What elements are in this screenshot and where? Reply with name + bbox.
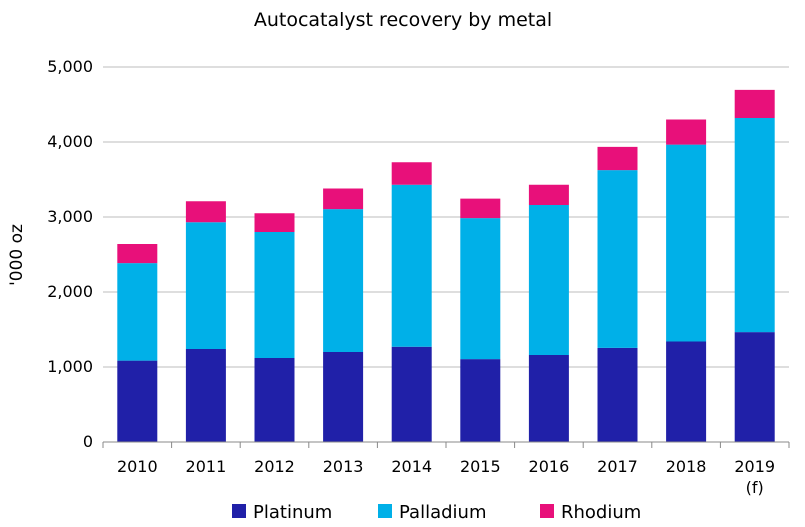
legend-label: Platinum — [253, 502, 332, 523]
legend-item-platinum: Platinum — [232, 502, 332, 523]
chart-title: Autocatalyst recovery by metal — [254, 9, 552, 31]
legend-item-palladium: Palladium — [378, 502, 486, 523]
legend-item-rhodium: Rhodium — [540, 502, 641, 523]
bar-segment-palladium — [597, 170, 638, 348]
bar-segment-platinum — [117, 360, 158, 442]
x-tick-label: 2013 — [323, 457, 364, 476]
bar-segment-platinum — [323, 352, 364, 442]
legend-label: Rhodium — [561, 502, 641, 523]
x-axis-tick-labels: 2010 2011 2012 2013 2014 2015 2016 2017 2018 2019… — [102, 442, 790, 497]
y-tick-label: 1,000 — [47, 357, 93, 376]
bar-segment-platinum — [666, 341, 707, 442]
legend-swatch — [540, 504, 554, 518]
y-axis-title: '000 oz — [7, 224, 27, 286]
x-tick-label: 2012 — [254, 457, 295, 476]
bar-segment-platinum — [185, 349, 226, 442]
bars — [117, 89, 775, 442]
x-tick-label: 2019 (f) — [734, 457, 775, 497]
legend-swatch — [232, 504, 246, 518]
x-tick-label: 2017 — [597, 457, 638, 476]
bar-segment-rhodium — [391, 162, 432, 185]
x-tick-label: 2014 — [391, 457, 432, 476]
bar-segment-palladium — [391, 184, 432, 347]
legend-label: Palladium — [399, 502, 486, 523]
bar-segment-rhodium — [185, 201, 226, 223]
bar-segment-platinum — [597, 347, 638, 442]
bar-segment-platinum — [528, 355, 569, 442]
x-tick-label: 2015 — [460, 457, 501, 476]
x-tick-label: 2010 — [117, 457, 158, 476]
bar-segment-palladium — [528, 205, 569, 355]
bar-segment-rhodium — [323, 188, 364, 210]
bar-segment-platinum — [460, 359, 501, 442]
bar-segment-platinum — [734, 332, 775, 442]
x-tick-label: 2018 — [666, 457, 707, 476]
legend-swatch — [378, 504, 392, 518]
y-tick-label: 4,000 — [47, 132, 93, 151]
bar-segment-palladium — [460, 218, 501, 360]
bar-segment-rhodium — [666, 119, 707, 145]
bar-segment-palladium — [185, 222, 226, 349]
bar-segment-rhodium — [734, 89, 775, 118]
y-tick-label: 3,000 — [47, 207, 93, 226]
bar-segment-rhodium — [528, 184, 569, 205]
bar-segment-rhodium — [597, 146, 638, 171]
bar-segment-platinum — [391, 346, 432, 442]
y-tick-label: 2,000 — [47, 282, 93, 301]
x-tick-label: 2011 — [186, 457, 227, 476]
bar-segment-rhodium — [460, 198, 501, 219]
bar-segment-palladium — [666, 144, 707, 342]
y-axis-tick-labels: 0 1,000 2,000 3,000 4,000 5,000 — [47, 57, 93, 451]
bar-segment-rhodium — [254, 213, 295, 232]
y-tick-label: 5,000 — [47, 57, 93, 76]
bar-segment-palladium — [117, 263, 158, 361]
bar-segment-palladium — [254, 232, 295, 358]
bar-segment-platinum — [254, 358, 295, 442]
legend: Platinum Palladium Rhodium — [232, 502, 641, 523]
bar-segment-palladium — [323, 209, 364, 352]
bar-segment-palladium — [734, 118, 775, 333]
bar-segment-rhodium — [117, 244, 158, 264]
x-tick-label: 2016 — [529, 457, 570, 476]
y-tick-label: 0 — [83, 432, 93, 451]
